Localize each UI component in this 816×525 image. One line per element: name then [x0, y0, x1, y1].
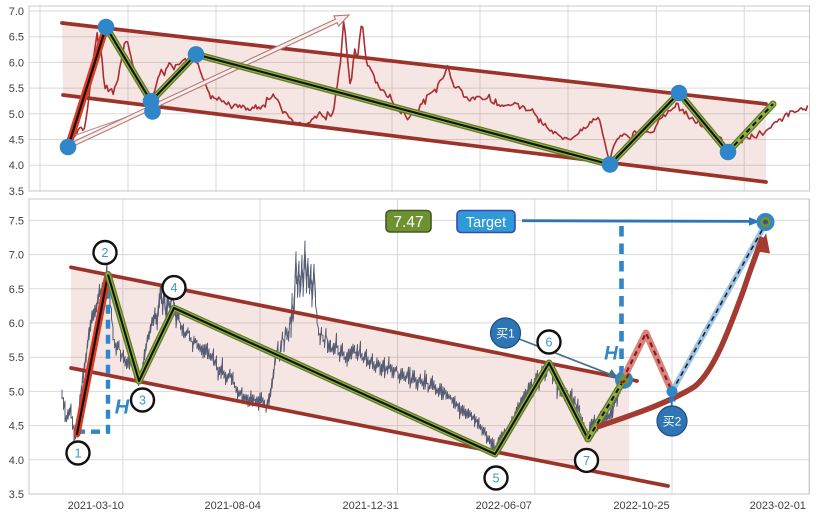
- svg-text:5.0: 5.0: [9, 386, 24, 398]
- svg-text:5.0: 5.0: [9, 109, 24, 121]
- svg-text:Target: Target: [466, 215, 506, 231]
- svg-text:4: 4: [171, 281, 178, 295]
- svg-text:5.5: 5.5: [9, 352, 24, 364]
- svg-text:3.5: 3.5: [9, 186, 24, 198]
- svg-text:买1: 买1: [496, 327, 515, 341]
- svg-text:3.5: 3.5: [9, 489, 24, 501]
- svg-text:4.5: 4.5: [9, 135, 24, 147]
- svg-text:6.5: 6.5: [9, 32, 24, 44]
- svg-text:2021-12-31: 2021-12-31: [342, 500, 398, 512]
- svg-text:4.5: 4.5: [9, 421, 24, 433]
- svg-text:4.0: 4.0: [9, 160, 24, 172]
- svg-text:6.5: 6.5: [9, 284, 24, 296]
- svg-text:1: 1: [75, 447, 82, 461]
- svg-text:2021-08-04: 2021-08-04: [205, 500, 261, 512]
- svg-text:2022-10-25: 2022-10-25: [613, 500, 669, 512]
- svg-text:6.0: 6.0: [9, 318, 24, 330]
- svg-text:买2: 买2: [663, 415, 682, 429]
- svg-text:7.5: 7.5: [9, 215, 24, 227]
- svg-text:2023-02-01: 2023-02-01: [750, 500, 806, 512]
- svg-text:2: 2: [102, 246, 109, 260]
- svg-text:5.5: 5.5: [9, 83, 24, 95]
- svg-text:3: 3: [139, 394, 146, 408]
- svg-text:7.0: 7.0: [9, 250, 24, 262]
- svg-text:4.0: 4.0: [9, 455, 24, 467]
- svg-text:7: 7: [583, 454, 590, 468]
- svg-text:5: 5: [493, 472, 500, 486]
- svg-text:7.0: 7.0: [9, 6, 24, 18]
- svg-text:2022-06-07: 2022-06-07: [476, 500, 532, 512]
- svg-text:2021-03-10: 2021-03-10: [68, 500, 124, 512]
- svg-text:H: H: [604, 344, 619, 365]
- svg-text:7.47: 7.47: [393, 214, 423, 231]
- svg-text:6.0: 6.0: [9, 57, 24, 69]
- svg-text:H: H: [115, 397, 130, 419]
- svg-text:6: 6: [546, 336, 553, 350]
